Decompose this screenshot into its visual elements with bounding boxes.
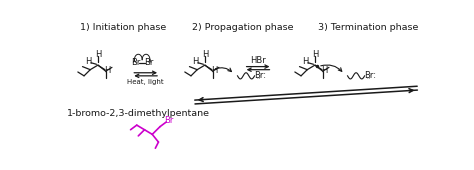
Text: H: H — [104, 66, 110, 75]
Text: H: H — [302, 57, 309, 66]
Text: ··: ·· — [257, 76, 263, 81]
Text: H: H — [211, 66, 218, 75]
Text: H: H — [95, 50, 101, 59]
Text: Br: Br — [164, 116, 174, 125]
Text: 3) Termination phase: 3) Termination phase — [318, 23, 419, 32]
Text: Br:: Br: — [254, 71, 266, 80]
Text: 1-bromo-2,3-dimethylpentane: 1-bromo-2,3-dimethylpentane — [67, 109, 210, 118]
Text: 2) Propagation phase: 2) Propagation phase — [192, 23, 294, 32]
Text: Br: Br — [144, 58, 153, 67]
Text: H: H — [85, 57, 92, 66]
Text: H: H — [321, 66, 328, 75]
Text: 1) Initiation phase: 1) Initiation phase — [80, 23, 166, 32]
Text: Heat, light: Heat, light — [128, 79, 164, 85]
Text: H: H — [192, 57, 199, 66]
Text: Br: Br — [131, 58, 141, 67]
Text: HBr: HBr — [250, 56, 266, 65]
Text: H: H — [202, 50, 208, 59]
Text: Br:: Br: — [364, 71, 376, 80]
Text: ··: ·· — [367, 76, 373, 81]
Text: H: H — [312, 50, 318, 59]
